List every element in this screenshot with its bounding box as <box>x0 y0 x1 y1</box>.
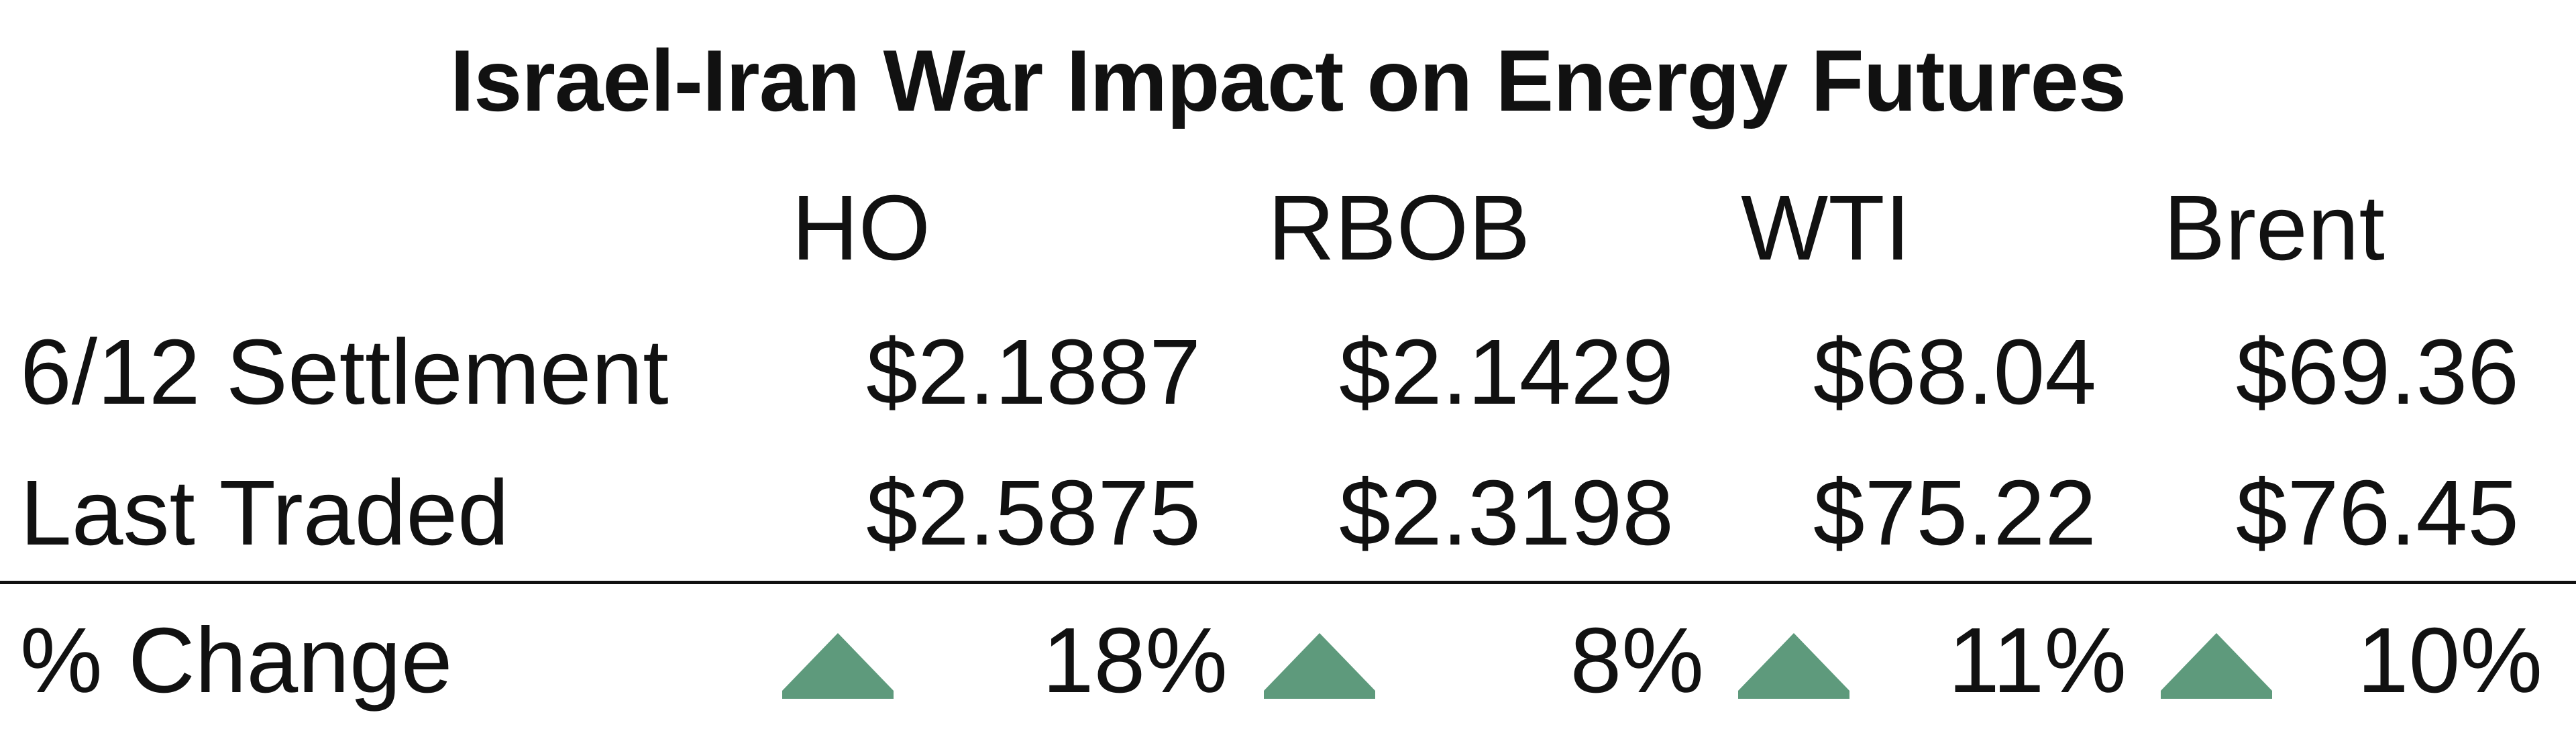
cell-last-traded-wti: $75.22 <box>1813 461 2096 565</box>
cell-settlement-rbob: $2.1429 <box>1339 321 1674 424</box>
column-header-rbob: RBOB <box>1268 176 1531 280</box>
row-label-percent-change: % Change <box>20 609 453 712</box>
triangle-up-icon <box>1738 633 1849 699</box>
cell-change-rbob: 8% <box>1570 609 1704 712</box>
cell-change-ho: 18% <box>1042 609 1228 712</box>
row-label-last-traded: Last Traded <box>20 461 509 565</box>
triangle-up-icon <box>2161 633 2272 699</box>
table-divider <box>0 581 2576 584</box>
row-label-settlement: 6/12 Settlement <box>20 321 669 424</box>
column-header-brent: Brent <box>2163 176 2385 280</box>
page-title: Israel-Iran War Impact on Energy Futures <box>449 32 2127 129</box>
cell-last-traded-rbob: $2.3198 <box>1339 461 1674 565</box>
cell-settlement-ho: $2.1887 <box>866 321 1201 424</box>
triangle-up-icon <box>1264 633 1375 699</box>
column-header-ho: HO <box>792 176 930 280</box>
cell-change-brent: 10% <box>2357 609 2542 712</box>
triangle-up-icon <box>782 633 894 699</box>
cell-last-traded-brent: $76.45 <box>2235 461 2519 565</box>
cell-last-traded-ho: $2.5875 <box>866 461 1201 565</box>
cell-change-wti: 11% <box>1948 609 2127 712</box>
cell-settlement-brent: $69.36 <box>2235 321 2519 424</box>
column-header-wti: WTI <box>1741 176 1911 280</box>
cell-settlement-wti: $68.04 <box>1813 321 2096 424</box>
